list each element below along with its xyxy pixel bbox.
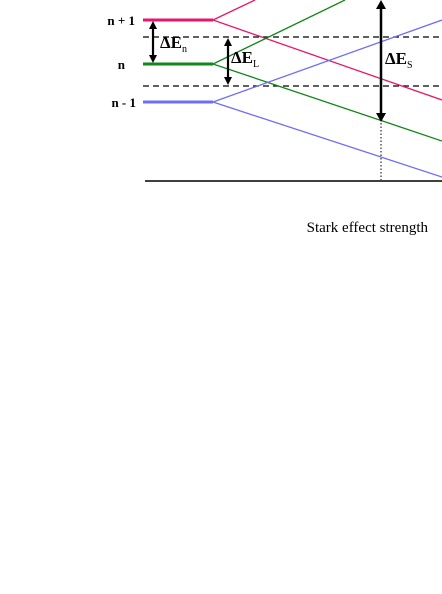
level-label-n: n [118,57,126,72]
delta-en-arrow [149,21,157,63]
level-n-branch-up [212,0,346,65]
delta-el-label: ΔEL [231,48,259,70]
x-axis-label: Stark effect strength [307,220,429,236]
level-label-n-plus-1: n + 1 [107,13,135,28]
level-n-minus-1 [143,19,442,178]
delta-es-label: ΔES [385,49,413,71]
level-n-minus-1-branch-down [212,101,442,178]
level-n-plus-1 [143,0,442,101]
delta-en-label: ΔEn [160,33,187,55]
delta-el-arrow [224,38,232,85]
delta-es-arrow [376,0,386,122]
level-n-branch-down [212,63,442,142]
level-n-plus-1-branch-down [212,19,442,101]
level-label-n-minus-1: n - 1 [111,95,136,110]
level-n-minus-1-branch-up [212,19,442,103]
level-n-plus-1-branch-up [212,0,256,21]
level-n [143,0,442,142]
